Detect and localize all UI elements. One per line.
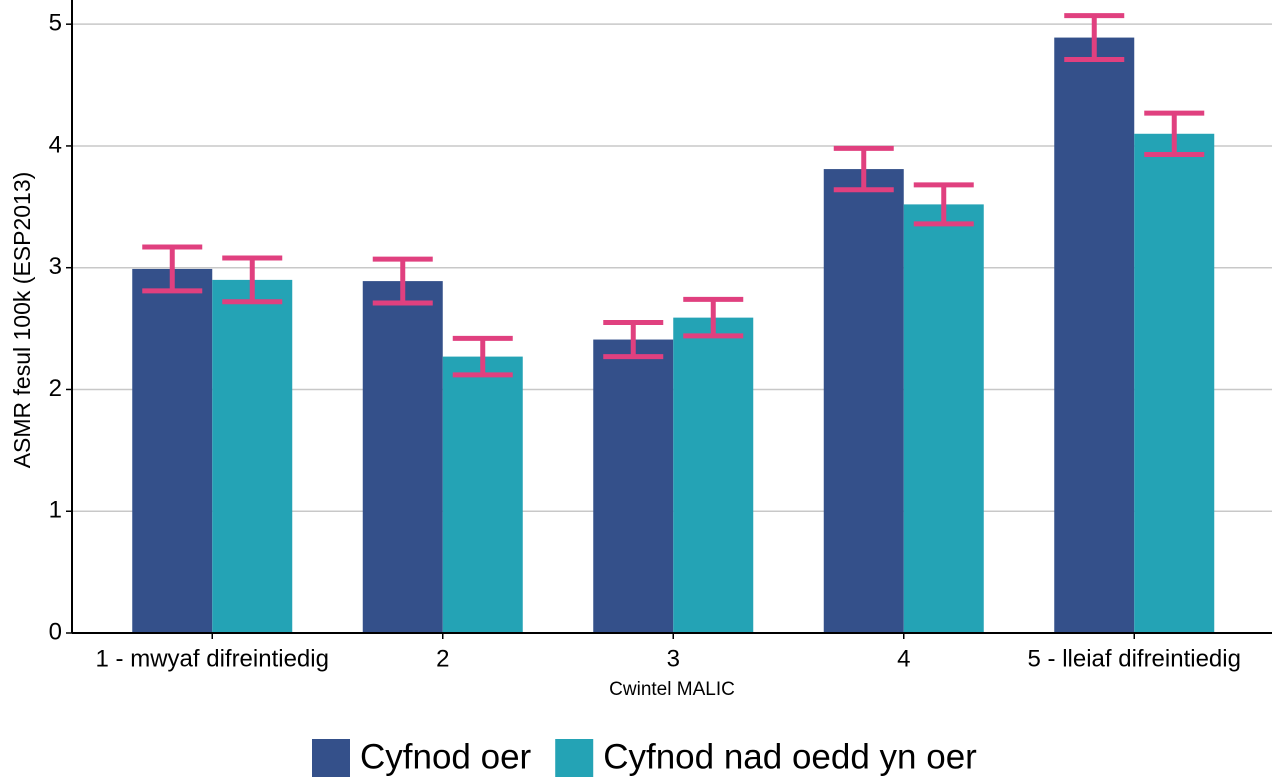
- error-bar: [833, 145, 894, 193]
- y-tick-label: 3: [49, 253, 62, 280]
- x-axis-label: Cwintel MALIC: [609, 679, 735, 700]
- bar: [442, 356, 523, 633]
- legend-label: Cyfnod nad oedd yn oer: [603, 737, 977, 776]
- x-tick-label: 5 - lleiaf difreintiedig: [1028, 645, 1241, 672]
- x-tick-label: 4: [897, 645, 910, 672]
- bar: [212, 279, 293, 633]
- error-bar: [1064, 13, 1125, 62]
- bar: [1054, 37, 1135, 634]
- x-tick-label: 1 - mwyaf difreintiedig: [96, 645, 329, 672]
- legend: Cyfnod oer Cyfnod nad oedd yn oer: [312, 737, 977, 777]
- error-bar: [1144, 110, 1205, 157]
- bar: [1134, 133, 1215, 633]
- error-bar: [372, 256, 433, 306]
- y-tick-label: 2: [49, 375, 62, 402]
- bar: [132, 268, 213, 633]
- y-tick-label: 1: [49, 497, 62, 524]
- y-tick-label: 0: [49, 618, 62, 645]
- y-tick-label: 5: [49, 10, 62, 37]
- error-bar: [603, 320, 664, 360]
- error-bar: [913, 182, 974, 227]
- x-tick-label: 2: [436, 645, 449, 672]
- y-axis-label: ASMR fesul 100k (ESP2013): [9, 172, 35, 469]
- y-tick-label: 4: [49, 131, 62, 158]
- legend-swatch: [555, 739, 594, 777]
- bar: [823, 169, 904, 633]
- legend-label: Cyfnod oer: [360, 737, 532, 776]
- x-tick-label: 3: [667, 645, 680, 672]
- bar: [362, 281, 443, 633]
- error-bar: [222, 255, 283, 305]
- bar: [673, 317, 754, 633]
- bar: [903, 204, 984, 633]
- legend-swatch: [312, 739, 350, 777]
- error-bar: [452, 335, 513, 378]
- error-bar: [683, 296, 744, 339]
- bar: [593, 339, 674, 633]
- error-bar: [142, 244, 203, 294]
